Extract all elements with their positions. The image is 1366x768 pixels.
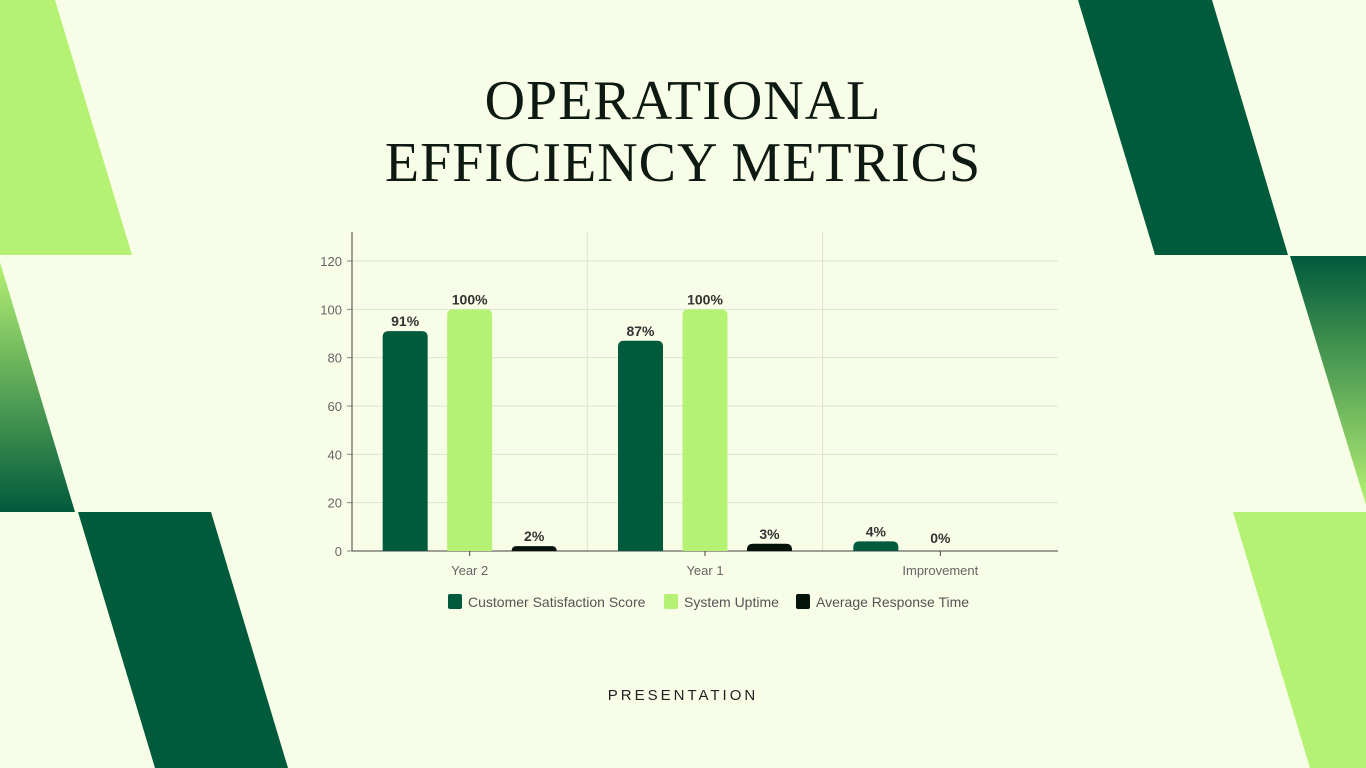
bar: [511, 546, 557, 551]
x-tick-label: Improvement: [902, 563, 978, 578]
page-title: OPERATIONAL EFFICIENCY METRICS: [0, 70, 1366, 194]
shape-left-bottom: [78, 512, 288, 768]
data-label: 2%: [524, 528, 545, 544]
bar: [447, 309, 493, 551]
legend-label: System Uptime: [684, 594, 779, 610]
legend-swatch: [664, 594, 678, 609]
bar: [853, 541, 899, 551]
legend-swatch: [796, 594, 810, 609]
data-label: 91%: [391, 313, 420, 329]
bar: [747, 543, 792, 551]
y-tick-label: 20: [328, 496, 342, 511]
data-label: 100%: [687, 291, 723, 307]
y-tick-label: 40: [328, 447, 342, 462]
footer-label: PRESENTATION: [607, 687, 759, 704]
data-label: 100%: [452, 291, 488, 307]
shape-right-bottom: [1233, 512, 1366, 768]
y-tick-label: 60: [328, 399, 342, 414]
data-label: 3%: [759, 526, 780, 542]
bar: [382, 331, 428, 551]
x-tick-label: Year 1: [686, 563, 723, 578]
y-tick-label: 0: [335, 544, 342, 559]
legend-swatch: [448, 594, 462, 609]
data-label: 0%: [930, 530, 951, 546]
shape-right-top: [1078, 0, 1288, 255]
bar: [618, 340, 663, 551]
shape-left-middle: [0, 262, 75, 512]
legend-label: Average Response Time: [816, 594, 969, 610]
data-label: 87%: [626, 323, 655, 339]
x-tick-label: Year 2: [451, 563, 488, 578]
y-tick-label: 100: [320, 302, 342, 317]
data-label: 4%: [866, 523, 887, 539]
y-tick-label: 80: [328, 351, 342, 366]
title-line-1: OPERATIONAL: [484, 70, 882, 132]
title-line-2: EFFICIENCY METRICS: [384, 132, 982, 194]
y-tick-label: 120: [320, 254, 342, 269]
bar: [682, 309, 728, 551]
shape-left-top: [0, 0, 132, 255]
legend-label: Customer Satisfaction Score: [468, 594, 646, 610]
shape-right-middle: [1290, 256, 1366, 505]
